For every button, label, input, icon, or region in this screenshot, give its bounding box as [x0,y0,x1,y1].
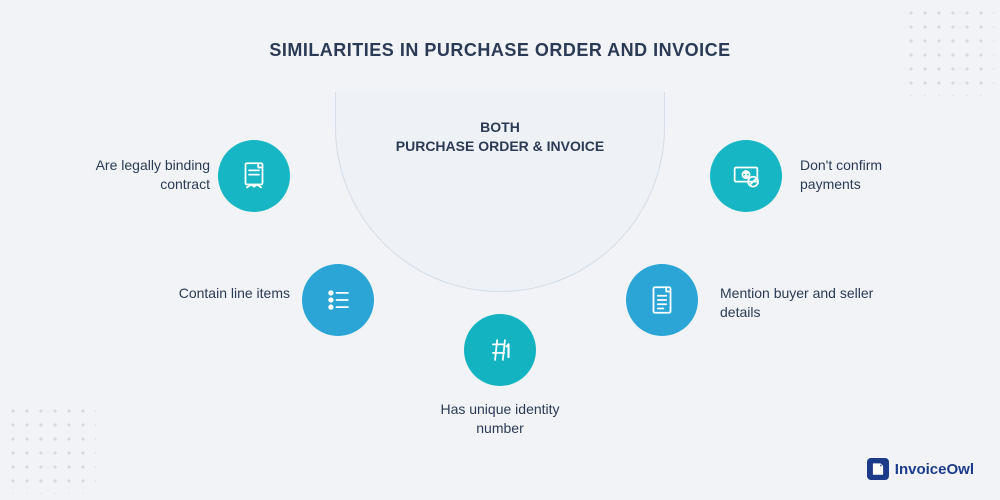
node-label-identity: Has unique identity number [420,400,580,438]
decor-dots-bottom-left [6,404,96,494]
brand-logo-icon [867,458,889,480]
hub-label: BOTH PURCHASE ORDER & INVOICE [396,118,604,156]
brand-badge: InvoiceOwl [867,458,974,480]
hub-semicircle: BOTH PURCHASE ORDER & INVOICE [335,92,665,292]
hub-line-1: BOTH [396,118,604,137]
node-no-payment [710,140,782,212]
brand-name: InvoiceOwl [895,461,974,478]
hash-one-icon [483,333,517,367]
node-label-buyer-seller: Mention buyer and seller details [720,284,880,322]
node-identity [464,314,536,386]
page-title: SIMILARITIES IN PURCHASE ORDER AND INVOI… [0,40,1000,61]
infographic-stage: SIMILARITIES IN PURCHASE ORDER AND INVOI… [0,0,1000,500]
node-label-contract: Are legally binding contract [60,156,210,194]
node-label-line-items: Contain line items [160,284,290,303]
node-buyer-seller [626,264,698,336]
document-icon [645,283,679,317]
node-line-items [302,264,374,336]
node-label-no-payment: Don't confirm payments [800,156,940,194]
node-contract [218,140,290,212]
handshake-doc-icon [237,159,271,193]
hub-line-2: PURCHASE ORDER & INVOICE [396,137,604,156]
list-icon [321,283,355,317]
cash-block-icon [729,159,763,193]
